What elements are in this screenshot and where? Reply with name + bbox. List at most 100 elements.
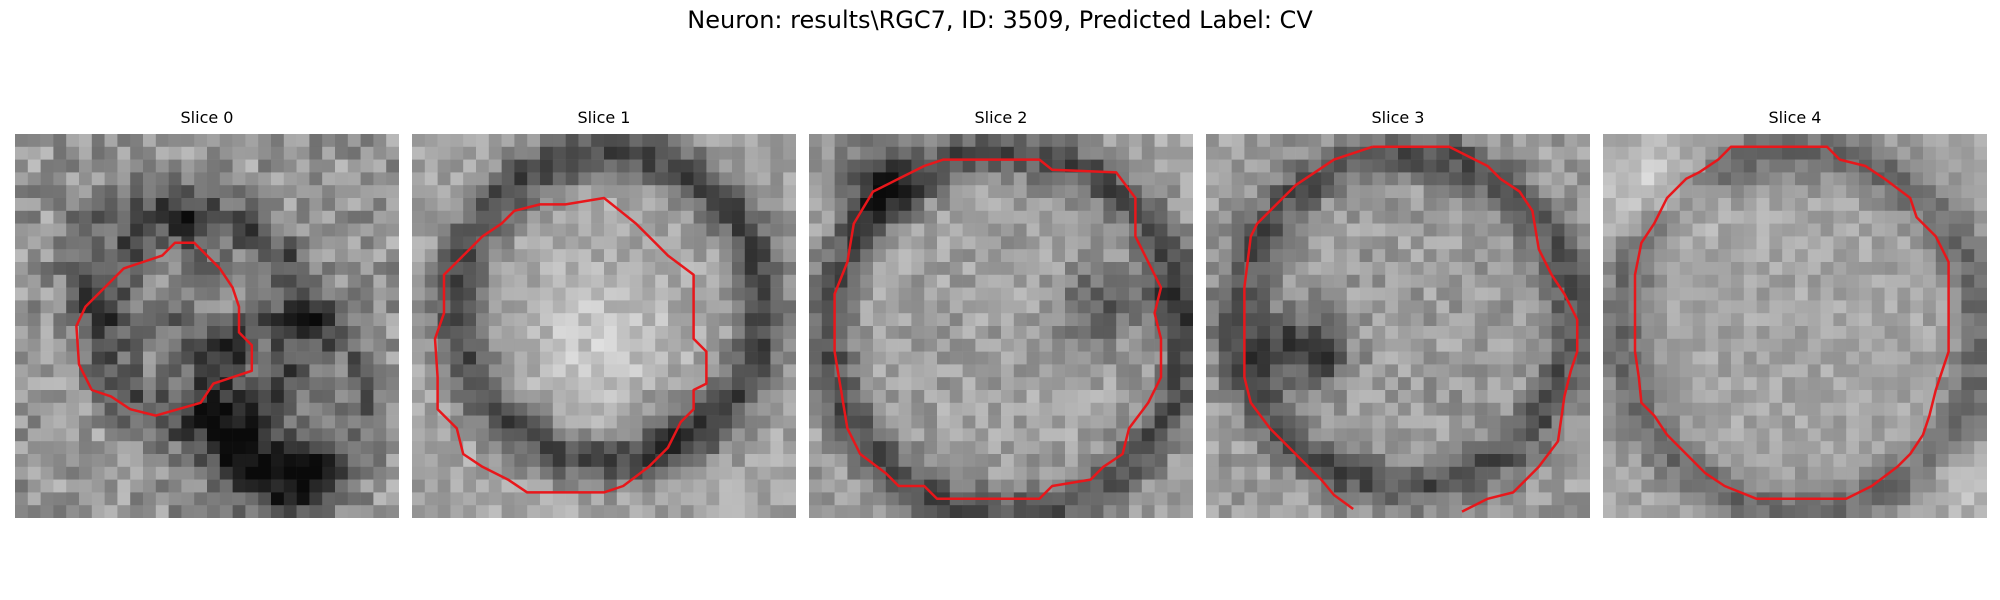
pixel-cell bbox=[1603, 198, 1617, 212]
pixel-cell bbox=[616, 223, 630, 237]
pixel-cell bbox=[1910, 415, 1924, 429]
pixel-cell bbox=[1474, 134, 1488, 148]
pixel-cell bbox=[1141, 223, 1155, 237]
pixel-cell bbox=[296, 338, 310, 352]
pixel-cell bbox=[1807, 159, 1821, 173]
pixel-cell bbox=[1180, 364, 1193, 378]
pixel-cell bbox=[975, 313, 989, 327]
pixel-cell bbox=[1141, 364, 1155, 378]
pixel-cell bbox=[834, 428, 848, 442]
pixel-cell bbox=[1410, 300, 1424, 314]
pixel-cell bbox=[1321, 313, 1335, 327]
pixel-cell bbox=[1474, 415, 1488, 429]
pixel-cell bbox=[258, 146, 272, 160]
pixel-cell bbox=[347, 236, 361, 250]
pixel-cell bbox=[1577, 159, 1590, 173]
pixel-cell bbox=[1692, 415, 1706, 429]
pixel-cell bbox=[1756, 454, 1770, 468]
pixel-cell bbox=[1667, 326, 1681, 340]
pixel-cell bbox=[1769, 313, 1783, 327]
pixel-cell bbox=[1538, 390, 1552, 404]
pixel-cell bbox=[1974, 326, 1987, 340]
pixel-cell bbox=[1321, 249, 1335, 263]
pixel-cell bbox=[1410, 377, 1424, 391]
pixel-cell bbox=[783, 159, 796, 173]
pixel-cell bbox=[450, 454, 464, 468]
pixel-cell bbox=[1231, 441, 1245, 455]
pixel-cell bbox=[706, 172, 720, 186]
pixel-cell bbox=[1167, 159, 1181, 173]
pixel-cell bbox=[1116, 351, 1130, 365]
pixel-cell bbox=[437, 223, 451, 237]
pixel-cell bbox=[1244, 159, 1258, 173]
pixel-cell bbox=[655, 262, 669, 276]
pixel-cell bbox=[1410, 185, 1424, 199]
pixel-cell bbox=[1923, 364, 1937, 378]
pixel-cell bbox=[1065, 441, 1079, 455]
pixel-cell bbox=[962, 287, 976, 301]
pixel-cell bbox=[335, 159, 349, 173]
pixel-cell bbox=[1462, 287, 1476, 301]
pixel-cell bbox=[629, 364, 643, 378]
pixel-cell bbox=[1308, 441, 1322, 455]
pixel-cell bbox=[1859, 198, 1873, 212]
pixel-cell bbox=[322, 390, 336, 404]
pixel-cell bbox=[1244, 274, 1258, 288]
pixel-cell bbox=[527, 185, 541, 199]
pixel-cell bbox=[194, 262, 208, 276]
pixel-cell bbox=[1961, 454, 1975, 468]
pixel-cell bbox=[1705, 249, 1719, 263]
pixel-cell bbox=[616, 338, 630, 352]
pixel-cell bbox=[1807, 300, 1821, 314]
pixel-cell bbox=[514, 454, 528, 468]
pixel-cell bbox=[693, 492, 707, 506]
pixel-cell bbox=[744, 454, 758, 468]
pixel-cell bbox=[347, 377, 361, 391]
pixel-cell bbox=[1910, 338, 1924, 352]
pixel-cell bbox=[693, 300, 707, 314]
pixel-cell bbox=[1359, 492, 1373, 506]
pixel-cell bbox=[744, 223, 758, 237]
pixel-cell bbox=[335, 185, 349, 199]
pixel-cell bbox=[1718, 454, 1732, 468]
pixel-cell bbox=[578, 287, 592, 301]
pixel-cell bbox=[1833, 300, 1847, 314]
pixel-cell bbox=[232, 338, 246, 352]
pixel-cell bbox=[540, 287, 554, 301]
pixel-cell bbox=[744, 415, 758, 429]
pixel-cell bbox=[386, 262, 399, 276]
pixel-cell bbox=[1526, 185, 1540, 199]
pixel-cell bbox=[1052, 274, 1066, 288]
pixel-cell bbox=[527, 146, 541, 160]
pixel-cell bbox=[1667, 146, 1681, 160]
pixel-cell bbox=[783, 377, 796, 391]
pixel-cell bbox=[732, 210, 746, 224]
pixel-cell bbox=[949, 441, 963, 455]
pixel-cell bbox=[732, 198, 746, 212]
pixel-cell bbox=[680, 454, 694, 468]
pixel-cell bbox=[424, 466, 438, 480]
pixel-cell bbox=[514, 351, 528, 365]
pixel-cell bbox=[1001, 236, 1015, 250]
pixel-cell bbox=[1129, 287, 1143, 301]
pixel-cell bbox=[1462, 146, 1476, 160]
pixel-cell bbox=[168, 390, 182, 404]
pixel-cell bbox=[975, 479, 989, 493]
pixel-cell bbox=[1718, 441, 1732, 455]
pixel-cell bbox=[924, 198, 938, 212]
pixel-cell bbox=[1859, 300, 1873, 314]
pixel-cell bbox=[1103, 146, 1117, 160]
pixel-cell bbox=[1257, 377, 1271, 391]
pixel-cell bbox=[680, 172, 694, 186]
pixel-cell bbox=[309, 274, 323, 288]
pixel-cell bbox=[155, 236, 169, 250]
pixel-cell bbox=[155, 505, 169, 518]
pixel-cell bbox=[1487, 364, 1501, 378]
pixel-cell bbox=[949, 300, 963, 314]
pixel-cell bbox=[1718, 236, 1732, 250]
pixel-cell bbox=[860, 428, 874, 442]
pixel-cell bbox=[1910, 134, 1924, 148]
pixel-cell bbox=[1372, 338, 1386, 352]
pixel-cell bbox=[1218, 466, 1232, 480]
pixel-cell bbox=[1282, 198, 1296, 212]
